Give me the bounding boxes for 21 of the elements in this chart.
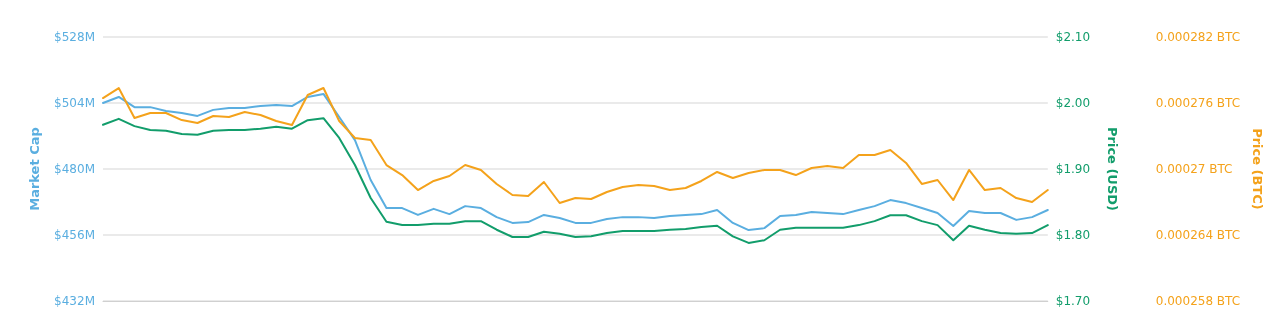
line-series: [102, 117, 1049, 244]
y-tick-label: $528M: [54, 30, 95, 44]
y2-tick-label: $1.80: [1055, 228, 1091, 242]
y-tick-label: $432M: [54, 294, 95, 308]
line-series: [102, 87, 1049, 204]
y3-tick-label: 0.000258 BTC: [1155, 294, 1241, 308]
y-tick-label: $480M: [54, 162, 95, 176]
y3-tick-label: 0.000282 BTC: [1155, 30, 1241, 44]
y2-tick-label: $1.70: [1055, 294, 1091, 308]
line-series: [102, 92, 1049, 232]
y2-tick-label: $2.10: [1055, 30, 1091, 44]
y2-tick-label: $1.90: [1055, 162, 1091, 176]
y2-tick-label: $2.00: [1055, 96, 1091, 110]
y3-tick-label: 0.00027 BTC: [1155, 162, 1233, 176]
y-tick-label: $504M: [54, 96, 95, 110]
y-tick-label: $456M: [54, 228, 95, 242]
y2-axis-title: Price (USD): [1104, 126, 1120, 212]
y3-tick-label: 0.000264 BTC: [1155, 228, 1241, 242]
y3-tick-label: 0.000276 BTC: [1155, 96, 1241, 110]
y-axis-title: Market Cap: [27, 127, 42, 211]
y3-axis-title: Price (BTC): [1250, 128, 1265, 210]
